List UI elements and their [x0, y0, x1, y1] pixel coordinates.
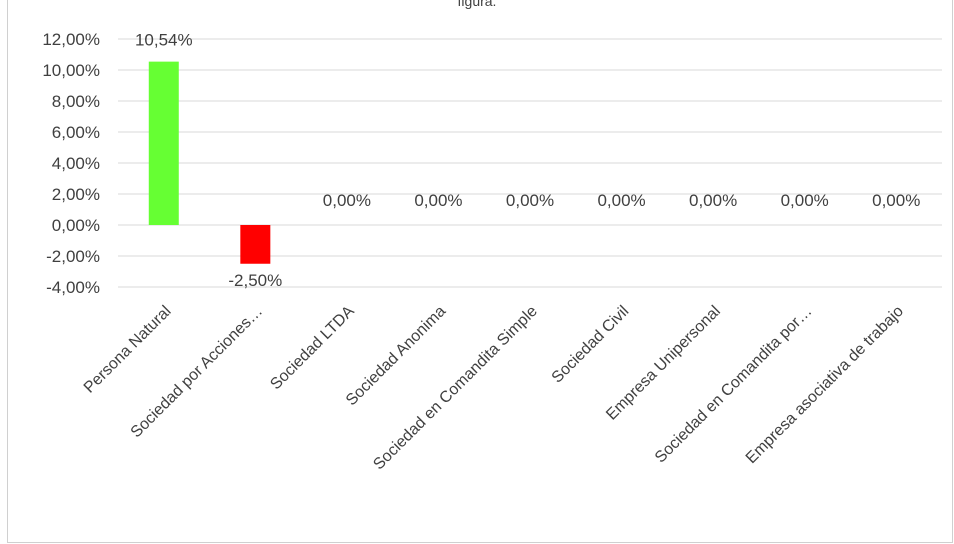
- x-tick-label: Sociedad Civil: [549, 303, 633, 387]
- y-tick-label: 8,00%: [52, 92, 100, 111]
- x-tick-label: Sociedad en Comandita Simple: [370, 303, 541, 474]
- data-label: 0,00%: [781, 191, 829, 210]
- y-tick-label: 0,00%: [52, 216, 100, 235]
- data-label: 10,54%: [135, 31, 193, 50]
- data-label: 0,00%: [323, 191, 371, 210]
- y-tick-label: 4,00%: [52, 154, 100, 173]
- x-tick-label: Sociedad Anonima: [343, 303, 449, 409]
- x-tick-label: Persona Natural: [81, 303, 175, 397]
- y-tick-label: -2,00%: [46, 247, 100, 266]
- chart-title: figura.: [457, 0, 497, 9]
- data-labels: 10,54% -2,50% 0,00% 0,00% 0,00% 0,00% 0,00% 0,0…: [135, 31, 920, 290]
- bar: [148, 61, 179, 225]
- y-tick-label: 12,00%: [42, 30, 100, 49]
- data-label: 0,00%: [597, 191, 645, 210]
- data-label: 0,00%: [414, 191, 462, 210]
- y-axis: 12,00% 10,00% 8,00% 6,00% 4,00% 2,00% 0,00% -2,…: [42, 30, 100, 297]
- data-label: 0,00%: [689, 191, 737, 210]
- bar: [240, 225, 271, 264]
- x-tick-label: Sociedad en Comandita por…: [652, 303, 816, 467]
- data-label: -2,50%: [228, 271, 282, 290]
- x-tick-label: Empresa asociativa de trabajo: [743, 303, 907, 467]
- y-tick-label: 10,00%: [42, 61, 100, 80]
- chart-frame: [7, 0, 953, 543]
- bars: [148, 61, 271, 264]
- x-tick-label: Sociedad LTDA: [267, 303, 358, 394]
- data-label: 0,00%: [872, 191, 920, 210]
- y-tick-label: -4,00%: [46, 278, 100, 297]
- y-tick-label: 2,00%: [52, 185, 100, 204]
- y-tick-label: 6,00%: [52, 123, 100, 142]
- data-label: 0,00%: [506, 191, 554, 210]
